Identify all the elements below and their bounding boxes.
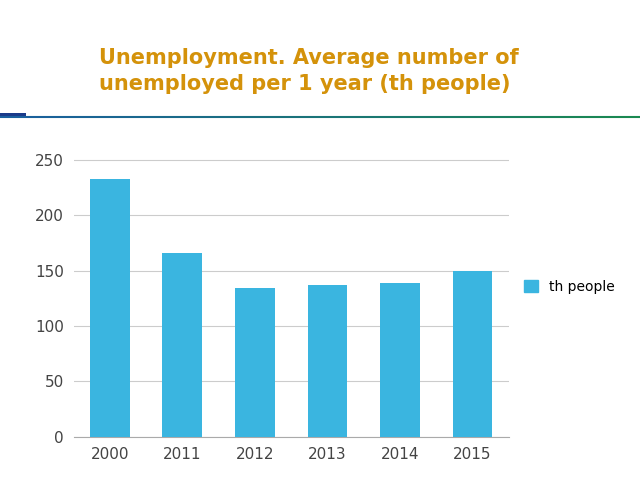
Bar <box>90 179 130 437</box>
Bar <box>235 288 275 437</box>
Bar <box>307 285 348 437</box>
Bar <box>163 253 202 437</box>
Bar <box>380 283 420 437</box>
Text: Unemployment. Average number of
unemployed per 1 year (th people): Unemployment. Average number of unemploy… <box>99 48 519 94</box>
Legend: th people: th people <box>524 280 615 294</box>
Bar <box>452 271 493 437</box>
